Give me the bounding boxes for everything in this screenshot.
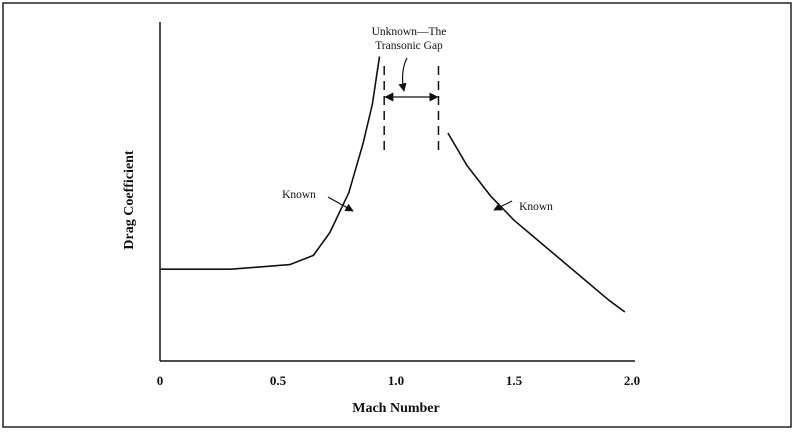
x-tick-label: 2.0	[624, 373, 640, 388]
y-axis-title: Drag Coefficient	[122, 150, 137, 249]
x-tick-label: 1.5	[506, 373, 523, 388]
known-left-arrow	[327, 196, 354, 212]
x-tick-label: 0	[157, 373, 164, 388]
annotation-layer: Known Known Unknown—The Transonic Gap	[282, 26, 553, 213]
transonic-gap-marker	[383, 66, 440, 152]
annotation-known-left: Known	[282, 189, 316, 201]
gap-label-arrow	[398, 57, 408, 92]
x-tick-labels: 0 0.5 1.0 1.5 2.0	[157, 373, 640, 388]
x-axis-title: Mach Number	[352, 401, 440, 416]
annotation-known-right: Known	[519, 201, 553, 213]
x-tick-label: 0.5	[270, 373, 287, 388]
figure-border	[2, 2, 792, 428]
annotation-gap-line-2: Transonic Gap	[375, 40, 443, 52]
series-line-known-1	[160, 56, 381, 270]
series-line-known-2	[447, 132, 626, 313]
x-tick-label: 1.0	[388, 373, 404, 388]
annotation-gap-line-1: Unknown—The	[372, 26, 447, 38]
series-layer	[160, 56, 626, 313]
known-right-arrow	[493, 200, 513, 211]
